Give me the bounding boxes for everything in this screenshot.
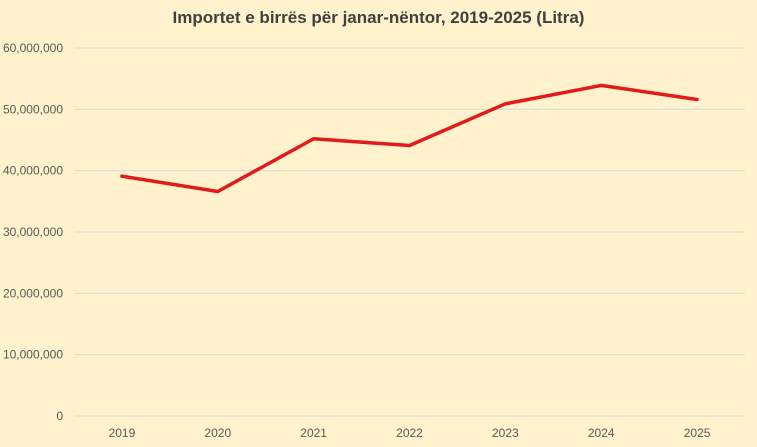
x-tick-label: 2021	[300, 426, 327, 440]
y-tick-label: 60,000,000	[3, 41, 63, 55]
y-tick-label: 0	[56, 409, 63, 423]
x-tick-label: 2019	[109, 426, 136, 440]
chart-title: Importet e birrës për janar-nëntor, 2019…	[172, 8, 585, 27]
data-point	[312, 137, 316, 141]
y-tick-label: 20,000,000	[3, 286, 63, 300]
data-point	[599, 83, 603, 87]
x-tick-label: 2024	[588, 426, 615, 440]
data-point	[695, 98, 699, 102]
x-tick-label: 2025	[684, 426, 711, 440]
data-point	[408, 144, 411, 148]
x-tick-label: 2023	[492, 426, 519, 440]
x-tick-label: 2022	[396, 426, 423, 440]
y-tick-label: 40,000,000	[3, 164, 63, 178]
x-tick-label: 2020	[204, 426, 231, 440]
series-line	[120, 83, 699, 194]
data-point	[120, 174, 124, 178]
y-tick-label: 10,000,000	[3, 348, 63, 362]
y-tick-label: 30,000,000	[3, 225, 63, 239]
data-point	[503, 102, 507, 106]
data-point	[216, 190, 220, 194]
y-tick-label: 50,000,000	[3, 102, 63, 116]
